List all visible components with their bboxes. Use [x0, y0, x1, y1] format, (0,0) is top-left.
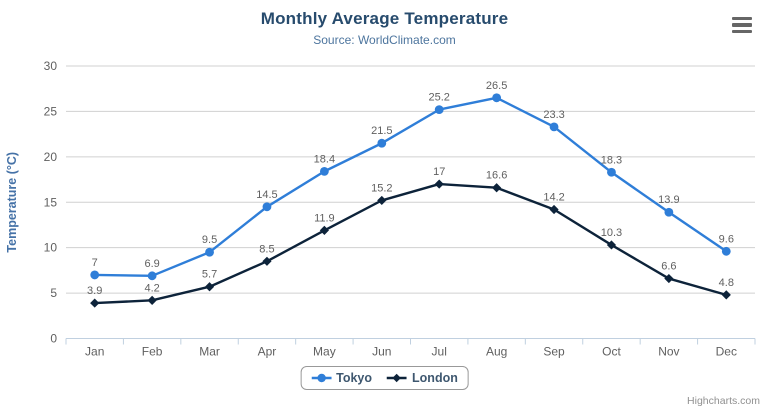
chart-subtitle: Source: WorldClimate.com	[313, 33, 456, 47]
data-label: 18.4	[314, 153, 335, 165]
hamburger-menu-icon	[732, 16, 752, 21]
x-axis-label: Aug	[486, 345, 507, 359]
data-label: 4.8	[719, 277, 734, 289]
legend-item-label: London	[412, 371, 458, 385]
data-label: 7	[92, 257, 98, 269]
x-axis-label: Nov	[658, 345, 679, 359]
data-label: 13.9	[658, 194, 679, 206]
tokyo-point-marker[interactable]	[721, 246, 731, 256]
data-label: 26.5	[486, 80, 507, 92]
x-axis-label: Jun	[372, 345, 391, 359]
data-label: 3.9	[87, 285, 102, 297]
london-point-marker[interactable]	[721, 290, 731, 300]
data-label: 8.5	[259, 243, 274, 255]
y-axis-label: 10	[44, 241, 58, 255]
london-point-marker[interactable]	[90, 298, 100, 308]
x-axis-label: Feb	[142, 345, 163, 359]
circle-marker-icon	[311, 373, 332, 383]
tokyo-point-marker[interactable]	[90, 270, 100, 280]
y-axis-title: Temperature (°C)	[5, 152, 19, 253]
london-point-marker[interactable]	[549, 204, 559, 215]
london-point-marker[interactable]	[204, 282, 215, 292]
data-label: 21.5	[371, 125, 392, 137]
tokyo-point-marker[interactable]	[549, 122, 559, 132]
y-axis-label: 5	[50, 286, 57, 300]
x-axis-label: Jul	[432, 345, 447, 359]
data-label: 17	[433, 166, 445, 178]
data-label: 14.5	[256, 189, 277, 201]
data-label: 9.5	[202, 234, 217, 246]
legend-item-tokyo[interactable]: Tokyo	[311, 371, 372, 385]
london-point-marker[interactable]	[492, 183, 502, 193]
x-axis-label: Sep	[543, 345, 565, 359]
tokyo-point-marker[interactable]	[607, 167, 616, 177]
data-label: 14.2	[543, 192, 564, 204]
y-axis-label: 30	[44, 59, 58, 73]
legend-item-london[interactable]: London	[387, 371, 458, 385]
data-label: 25.2	[428, 92, 449, 104]
london-point-marker[interactable]	[664, 273, 674, 284]
credits-link[interactable]: Highcharts.com	[687, 395, 760, 407]
tokyo-point-marker[interactable]	[377, 138, 387, 148]
data-label: 23.3	[543, 109, 564, 121]
x-axis-label: May	[313, 345, 336, 359]
legend: Tokyo London	[300, 366, 469, 390]
y-axis-label: 25	[44, 104, 58, 118]
tokyo-point-marker[interactable]	[205, 247, 214, 257]
x-axis-label: Dec	[716, 345, 737, 359]
data-label: 6.9	[144, 258, 159, 270]
data-label: 9.6	[719, 233, 734, 245]
london-point-marker[interactable]	[606, 240, 617, 250]
tokyo-point-marker[interactable]	[664, 207, 674, 217]
london-point-marker[interactable]	[377, 195, 387, 206]
data-label: 18.3	[601, 154, 622, 166]
y-axis-label: 0	[50, 332, 57, 346]
london-point-marker[interactable]	[319, 225, 329, 236]
data-label: 11.9	[314, 212, 335, 224]
tokyo-point-marker[interactable]	[262, 202, 272, 212]
y-axis-label: 20	[44, 150, 58, 164]
x-axis-label: Oct	[602, 345, 621, 359]
diamond-marker-icon	[387, 373, 408, 383]
tokyo-point-marker[interactable]	[147, 271, 157, 281]
series-tokyo	[90, 93, 731, 281]
london-point-marker[interactable]	[434, 179, 444, 189]
x-axis-label: Mar	[199, 345, 220, 359]
legend-item-label: Tokyo	[336, 371, 373, 385]
data-label: 10.3	[601, 227, 622, 239]
x-axis-label: Apr	[258, 345, 277, 359]
data-label: 5.7	[202, 269, 217, 281]
hamburger-menu-icon	[732, 29, 752, 34]
tokyo-line[interactable]	[93, 96, 728, 278]
data-label: 16.6	[486, 170, 507, 182]
tokyo-point-marker[interactable]	[319, 166, 329, 176]
tokyo-point-marker[interactable]	[434, 105, 444, 114]
london-line[interactable]	[93, 182, 728, 305]
x-axis-label: Jan	[85, 345, 104, 359]
hamburger-menu-icon	[732, 23, 752, 27]
context-menu-button[interactable]	[732, 14, 756, 36]
london-point-marker[interactable]	[147, 295, 157, 305]
y-axis-label: 15	[44, 195, 58, 209]
data-label: 6.6	[661, 261, 676, 273]
data-label: 15.2	[371, 182, 392, 194]
chart-title: Monthly Average Temperature	[260, 9, 509, 28]
london-point-marker[interactable]	[262, 256, 272, 266]
series-london	[90, 179, 731, 308]
data-label: 4.2	[144, 282, 159, 294]
tokyo-point-marker[interactable]	[492, 93, 502, 103]
